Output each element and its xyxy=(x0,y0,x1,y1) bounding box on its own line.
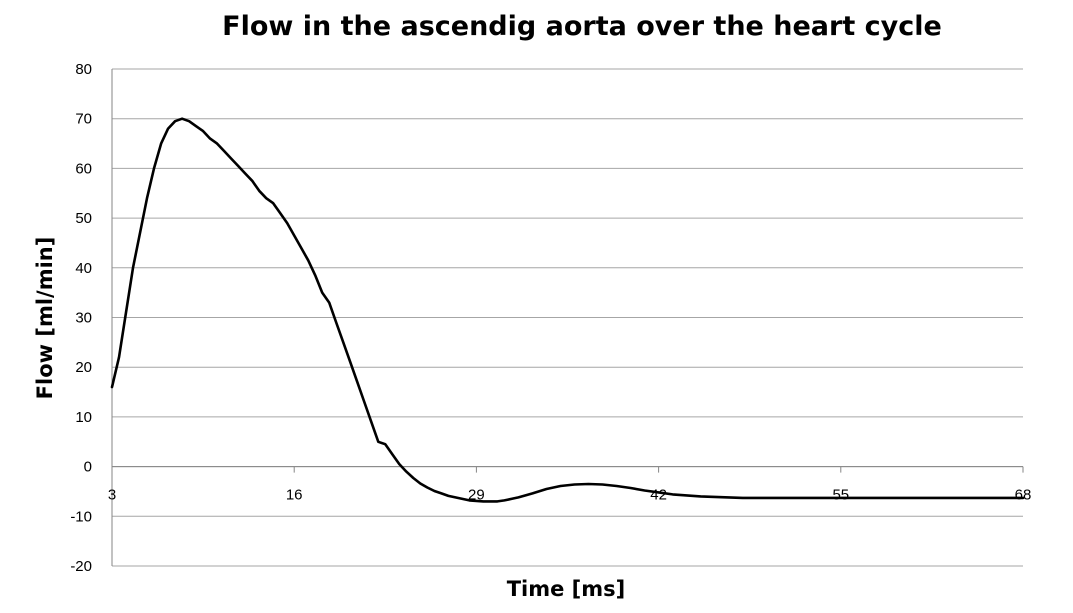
x-axis-label: Time [ms] xyxy=(507,577,626,601)
y-tick-label: 0 xyxy=(84,459,92,476)
axes xyxy=(111,69,1024,566)
y-tick-label: 10 xyxy=(75,409,92,426)
chart-title: Flow in the ascendig aorta over the hear… xyxy=(222,11,942,42)
gridlines xyxy=(112,68,1023,567)
y-axis-label: Flow [ml/min] xyxy=(33,237,57,400)
x-tick-label: 55 xyxy=(832,487,849,504)
x-tick-label: 68 xyxy=(1015,487,1032,504)
y-tick-label: 50 xyxy=(75,210,92,227)
y-tick-label: 60 xyxy=(75,160,92,177)
series-layer xyxy=(110,117,1025,503)
y-tick-label: 20 xyxy=(75,359,92,376)
flow-series-line xyxy=(110,117,1025,503)
y-tick-label: -20 xyxy=(70,558,92,575)
y-tick-label: -10 xyxy=(70,508,92,525)
y-tick-label: 30 xyxy=(75,310,92,327)
x-tick-label: 3 xyxy=(108,487,116,504)
y-tick-label: 70 xyxy=(75,111,92,128)
x-tick-label: 16 xyxy=(286,487,303,504)
x-axis-tick-labels: 3 16 29 42 55 68 xyxy=(108,487,1032,504)
y-tick-label: 40 xyxy=(75,260,92,277)
x-tick-label: 42 xyxy=(650,487,667,504)
y-tick-label: 80 xyxy=(75,61,92,78)
y-axis-tick-labels: 80 70 60 50 40 30 20 10 0 -10 -20 xyxy=(70,61,92,575)
